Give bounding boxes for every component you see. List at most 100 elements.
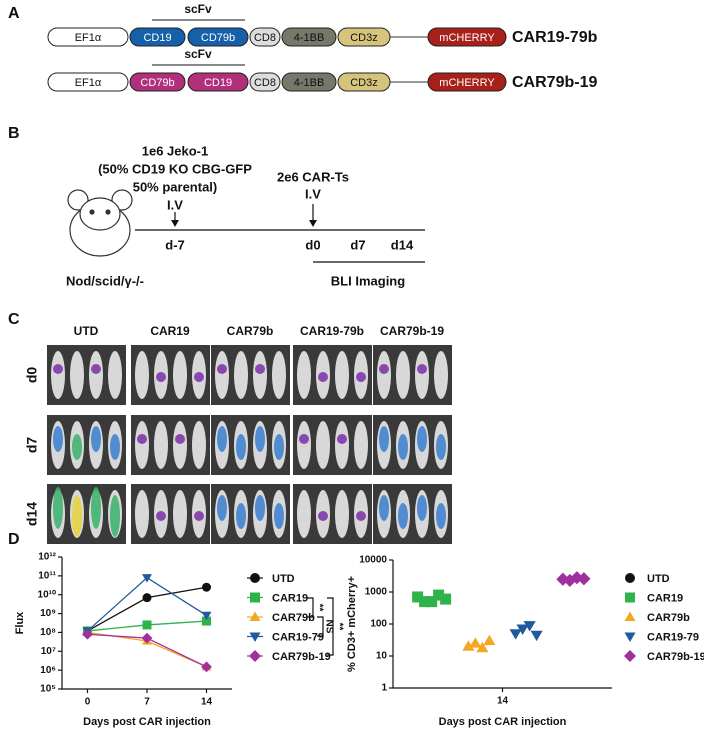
signal xyxy=(356,372,366,382)
segment-label: CD79b xyxy=(140,77,174,89)
segment-label: CD19 xyxy=(204,77,232,89)
mouse-image xyxy=(51,351,65,399)
y-tick-label: 10¹⁰ xyxy=(38,589,56,600)
legend-label: CAR19-79 xyxy=(647,631,699,643)
signal xyxy=(137,434,147,444)
construct-segment xyxy=(249,72,281,92)
segment-label: CD19 xyxy=(143,32,171,44)
panel-label: C xyxy=(8,311,20,328)
day-label: d0 xyxy=(24,367,40,384)
injection-text: I.V xyxy=(167,197,183,212)
day-label: d14 xyxy=(24,502,40,526)
signal xyxy=(436,503,446,529)
mouse-image xyxy=(335,421,349,469)
data-point xyxy=(469,637,482,648)
legend-label: CAR79b xyxy=(647,612,690,624)
y-tick-label: 10⁸ xyxy=(40,627,56,638)
mouse-image xyxy=(192,421,206,469)
y-tick-label: 1 xyxy=(381,683,387,694)
panel-label: B xyxy=(8,125,20,142)
mouse-image xyxy=(297,421,311,469)
legend-marker xyxy=(249,650,261,662)
y-tick-label: 10 xyxy=(376,651,388,662)
sig-bracket xyxy=(307,597,314,618)
signal xyxy=(299,434,309,444)
data-point xyxy=(142,593,152,603)
construct-segment xyxy=(129,72,186,92)
mouse-image xyxy=(135,490,149,538)
mouse-image xyxy=(335,351,349,399)
signal xyxy=(417,364,427,374)
mouse-image xyxy=(316,421,330,469)
x-tick-label: 14 xyxy=(201,697,213,708)
construct-segment xyxy=(337,72,391,92)
legend-label: CAR79b xyxy=(272,612,315,624)
legend-label: CAR19-79 xyxy=(272,631,324,643)
legend-marker xyxy=(624,632,636,642)
signal xyxy=(398,434,408,460)
data-point xyxy=(141,632,153,644)
panel-label: A xyxy=(8,5,20,22)
legend-marker xyxy=(624,650,636,662)
signal xyxy=(53,364,63,374)
mouse-image xyxy=(234,351,248,399)
signal xyxy=(236,434,246,460)
data-point xyxy=(516,624,529,636)
y-tick-label: 10000 xyxy=(359,555,387,566)
segment-label: CD3z xyxy=(350,77,378,89)
construct-segment xyxy=(129,27,186,47)
signal xyxy=(91,487,101,529)
mouse-image xyxy=(154,421,168,469)
signal xyxy=(417,426,427,452)
mouse-image xyxy=(272,351,286,399)
segment-label: CD8 xyxy=(254,32,276,44)
y-tick-label: 1000 xyxy=(365,587,388,598)
y-tick-label: 10⁷ xyxy=(41,646,56,657)
construct-name: CAR19-79b xyxy=(512,29,598,46)
sig-annotation: NS xyxy=(323,620,334,634)
data-point xyxy=(142,620,152,630)
signal xyxy=(194,511,204,521)
signal xyxy=(255,495,265,521)
x-axis-label: Days post CAR injection xyxy=(83,716,211,728)
signal xyxy=(255,426,265,452)
mouse-image xyxy=(297,351,311,399)
segment-label: 4-1BB xyxy=(294,32,325,44)
mouse-image xyxy=(354,421,368,469)
construct-segment xyxy=(249,27,281,47)
y-tick-label: 10¹¹ xyxy=(38,570,56,581)
mouse-strain: Nod/scid/γ-/- xyxy=(66,273,144,288)
construct-segment xyxy=(281,72,337,92)
signal xyxy=(274,503,284,529)
segment-label: CD3z xyxy=(350,32,378,44)
injection-text: 50% parental) xyxy=(133,179,218,194)
data-point xyxy=(483,634,496,646)
signal xyxy=(53,487,63,529)
legend-marker xyxy=(250,573,260,583)
signal xyxy=(53,426,63,452)
y-tick-label: 10¹² xyxy=(38,552,56,563)
data-point xyxy=(462,640,475,651)
construct-name: CAR79b-19 xyxy=(512,74,597,91)
segment-label: mCHERRY xyxy=(439,77,495,89)
legend-label: CAR19 xyxy=(647,592,683,604)
mouse-image xyxy=(377,351,391,399)
mouse-image xyxy=(335,490,349,538)
sig-bracket xyxy=(327,597,334,656)
segment-label: EF1α xyxy=(75,77,102,89)
signal xyxy=(255,364,265,374)
signal xyxy=(337,434,347,444)
timepoint: d0 xyxy=(305,237,320,252)
signal xyxy=(398,503,408,529)
legend-label: UTD xyxy=(272,573,295,585)
mouse-image xyxy=(108,351,122,399)
mouse-image xyxy=(173,421,187,469)
mouse-image xyxy=(173,490,187,538)
y-axis-label: Flux xyxy=(14,611,26,634)
group-header: CAR19-79b xyxy=(300,324,364,338)
legend-marker xyxy=(624,611,636,621)
signal xyxy=(274,434,284,460)
legend-marker xyxy=(625,573,635,583)
signal xyxy=(217,426,227,452)
signal xyxy=(156,372,166,382)
